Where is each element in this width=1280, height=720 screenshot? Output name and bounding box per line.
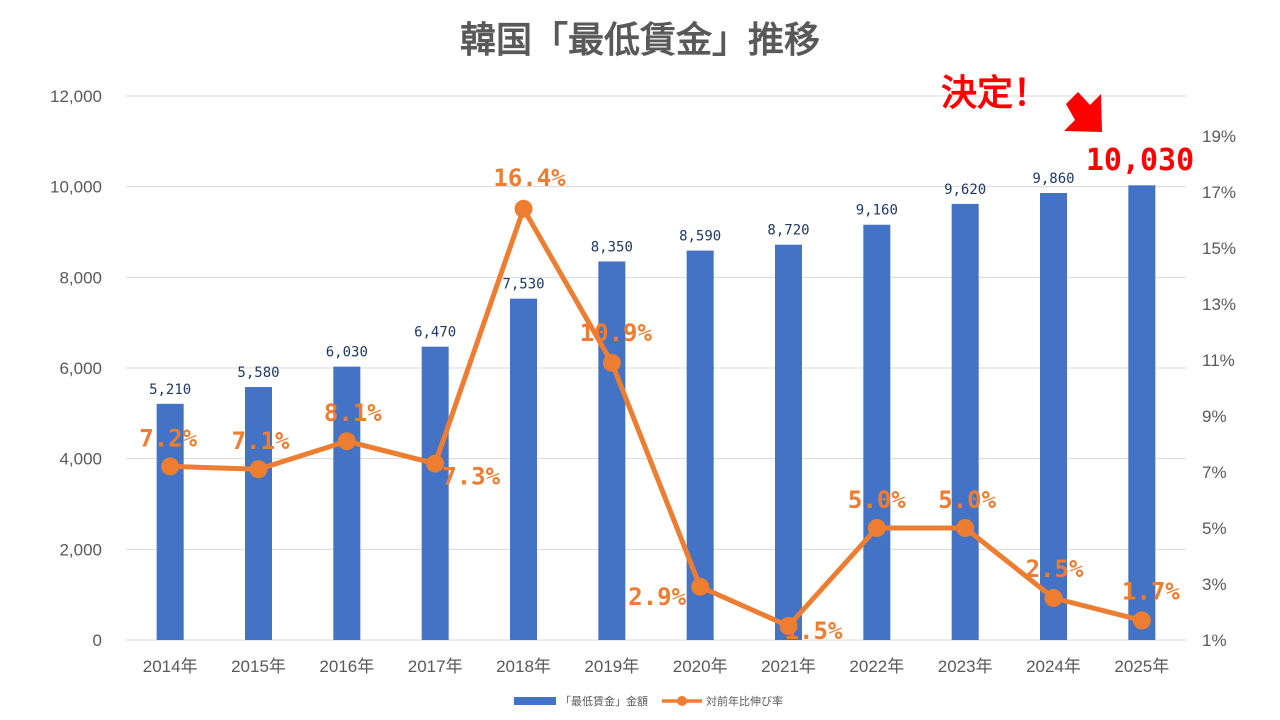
- legend-bar-label: 「最低賃金」金額: [560, 694, 648, 708]
- legend-bar-swatch: [514, 697, 556, 705]
- y-right-tick-label: 9%: [1202, 407, 1227, 426]
- line-point: [779, 617, 798, 635]
- y-left-tick-label: 0: [93, 631, 102, 650]
- y-right-tick-label: 7%: [1202, 463, 1227, 482]
- y-left-tick-label: 12,000: [50, 87, 102, 106]
- y-left-tick-label: 8,000: [59, 268, 102, 287]
- bar-data-label: 8,720: [767, 223, 809, 239]
- annotations: 決定！ 10,030: [941, 73, 1194, 178]
- y-left-tick-label: 2,000: [59, 540, 102, 559]
- y-right-tick-label: 17%: [1202, 183, 1236, 202]
- bar-data-label: 7,530: [502, 277, 544, 293]
- bar: [156, 403, 184, 640]
- line-data-label: 2.9%: [628, 583, 686, 611]
- x-tick-label: 2020年: [673, 657, 728, 676]
- legend-line-marker: [677, 696, 687, 706]
- bar-series: [156, 185, 1156, 641]
- bar: [775, 244, 802, 640]
- y-right-tick-label: 15%: [1202, 239, 1236, 258]
- bar: [421, 346, 449, 640]
- line-data-label: 7.3%: [442, 463, 500, 491]
- x-tick-label: 2017年: [408, 657, 463, 676]
- x-tick-label: 2019年: [584, 657, 639, 676]
- bar-data-label: 8,350: [591, 239, 633, 255]
- x-tick-label: 2025年: [1114, 657, 1169, 676]
- line-point: [691, 577, 710, 596]
- arrow-icon: [1064, 92, 1102, 132]
- line-point: [867, 519, 886, 537]
- line-data-label: 1.7%: [1122, 577, 1180, 605]
- line-data-label: 16.4%: [493, 164, 566, 192]
- line-data-label: 5.0%: [848, 486, 906, 514]
- bar-data-label: 5,210: [149, 382, 191, 398]
- y-right-tick-label: 3%: [1202, 575, 1227, 594]
- y-right-tick-label: 11%: [1202, 351, 1235, 370]
- line-point: [1044, 589, 1063, 607]
- bar: [863, 224, 891, 640]
- bar: [951, 203, 979, 641]
- x-tick-label: 2024年: [1026, 657, 1081, 676]
- line-point: [249, 460, 268, 479]
- bar: [510, 298, 537, 640]
- axes: 0 2,000 4,000 6,000 8,000 10,000 12,000 1% 3% 5% 7…: [50, 87, 1236, 676]
- line-data-label: 2.5%: [1026, 555, 1084, 583]
- x-tick-label: 2018年: [496, 657, 551, 676]
- line-series: [161, 199, 1151, 635]
- highlight-value: 10,030: [1086, 143, 1194, 178]
- line-point: [602, 353, 621, 372]
- bar-data-label: 9,160: [856, 203, 898, 219]
- legend: 「最低賃金」金額 対前年比伸び率: [514, 694, 783, 708]
- line-point: [337, 432, 356, 451]
- bar: [598, 261, 626, 640]
- line-path: [170, 206, 1143, 629]
- bar: [686, 250, 714, 640]
- line-point: [956, 519, 975, 537]
- bar: [245, 387, 272, 640]
- bar: [1040, 193, 1067, 640]
- y-right-tick-label: 5%: [1202, 519, 1227, 538]
- chart-title: 韓国「最低賃金」推移: [460, 19, 820, 61]
- line-point: [161, 457, 180, 476]
- bar-data-label: 6,470: [414, 325, 456, 341]
- line-data-label: 1.5%: [785, 617, 843, 645]
- y-right-tick-label: 13%: [1202, 295, 1236, 314]
- x-tick-label: 2016年: [319, 657, 374, 676]
- gridlines: [126, 95, 1186, 641]
- y-left-tick-label: 10,000: [50, 178, 102, 197]
- bar-data-label: 6,030: [326, 345, 368, 361]
- x-tick-label: 2021年: [761, 657, 816, 676]
- x-tick-label: 2015年: [231, 657, 286, 676]
- x-tick-label: 2014年: [143, 657, 198, 676]
- y-left-tick-label: 6,000: [59, 359, 102, 378]
- x-tick-label: 2022年: [849, 657, 904, 676]
- bar-data-label: 9,620: [944, 182, 986, 198]
- bar: [333, 366, 361, 640]
- y-left-tick-label: 4,000: [59, 450, 102, 469]
- line-data-label: 8.1%: [324, 399, 382, 427]
- line-data-label: 7.1%: [232, 427, 290, 455]
- line-point: [1132, 611, 1151, 630]
- x-tick-label: 2023年: [938, 657, 993, 676]
- y-right-tick-label: 1%: [1202, 631, 1227, 650]
- legend-line-label: 対前年比伸び率: [706, 694, 783, 708]
- y-right-tick-label: 19%: [1202, 127, 1236, 146]
- bar-data-label: 5,580: [237, 365, 279, 381]
- line-data-label: 7.2%: [139, 424, 197, 452]
- line-data-label: 10.9%: [580, 319, 653, 347]
- line-data-label: 5.0%: [938, 486, 996, 514]
- line-point: [514, 199, 533, 218]
- red-arrow-icon: [1064, 92, 1102, 132]
- bar-data-label: 9,860: [1032, 171, 1074, 187]
- decided-annotation: 決定！: [941, 73, 1049, 114]
- line-point: [426, 454, 445, 473]
- bar: [1128, 185, 1156, 640]
- bar-data-label: 8,590: [679, 229, 721, 245]
- data-labels: 5,210 5,580 6,030 6,470 7,530 8,350 8,590 8,720…: [139, 164, 1180, 645]
